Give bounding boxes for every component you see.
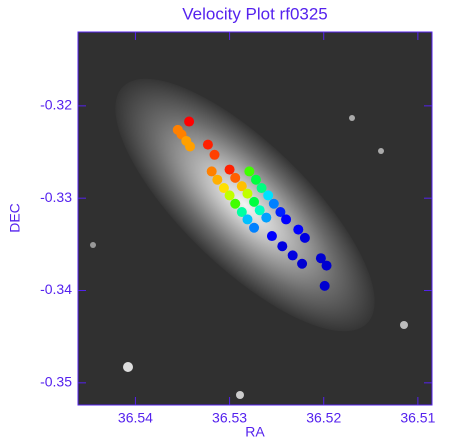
point (249, 196, 260, 207)
point (256, 183, 267, 194)
point (250, 174, 261, 185)
x-tick-label: 36.51 (400, 410, 435, 426)
x-axis-label: RA (245, 424, 265, 440)
point (230, 172, 241, 183)
point (297, 258, 308, 269)
point (315, 253, 326, 264)
point (275, 207, 286, 218)
point (202, 139, 213, 150)
point (212, 174, 223, 185)
point (261, 212, 272, 223)
point (266, 231, 277, 242)
point (224, 164, 235, 175)
point (287, 250, 298, 261)
y-tick-label: -0.33 (40, 189, 72, 205)
x-tick-label: 36.54 (118, 410, 153, 426)
point (236, 181, 247, 192)
point (321, 260, 332, 271)
point (185, 141, 196, 152)
galaxy-image (78, 32, 432, 405)
point (206, 166, 217, 177)
point (319, 280, 330, 291)
point (254, 205, 265, 216)
y-tick-label: -0.32 (40, 97, 72, 113)
point (293, 224, 304, 235)
point (244, 166, 255, 177)
point (263, 190, 274, 201)
y-axis-label: DEC (7, 203, 23, 233)
point (268, 198, 279, 209)
point (277, 241, 288, 252)
point (299, 232, 310, 243)
point (281, 214, 292, 225)
point (236, 207, 247, 218)
point (242, 214, 253, 225)
point (242, 188, 253, 199)
y-tick-label: -0.34 (40, 281, 72, 297)
x-tick-label: 36.53 (212, 410, 247, 426)
point (224, 190, 235, 201)
x-tick-label: 36.52 (306, 410, 341, 426)
point (230, 198, 241, 209)
point (209, 149, 220, 160)
plot-frame (77, 31, 433, 406)
y-tick-label: -0.35 (40, 374, 72, 390)
point (218, 183, 229, 194)
point (249, 222, 260, 233)
chart-title: Velocity Plot rf0325 (182, 4, 328, 23)
point (184, 116, 195, 127)
